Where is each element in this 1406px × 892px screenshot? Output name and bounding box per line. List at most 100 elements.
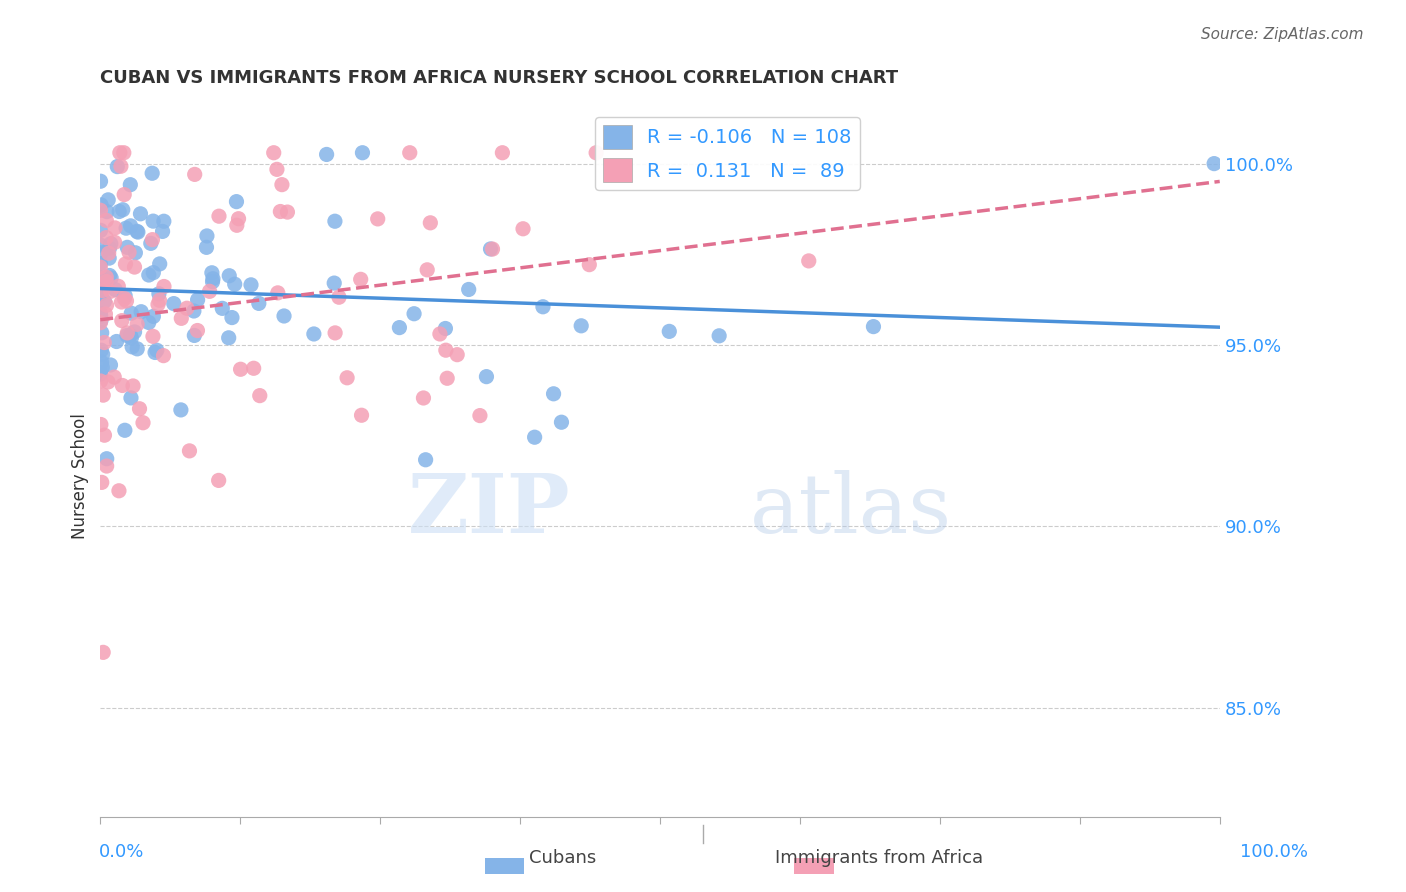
Point bbox=[114, 288, 136, 302]
Point bbox=[128, 401, 150, 416]
Point bbox=[142, 310, 165, 324]
Point bbox=[352, 145, 374, 160]
Point bbox=[183, 168, 205, 182]
Point bbox=[138, 316, 160, 330]
Point bbox=[148, 286, 170, 301]
Point bbox=[117, 326, 139, 340]
Point bbox=[120, 306, 142, 320]
Point bbox=[224, 277, 246, 292]
Point bbox=[263, 145, 285, 160]
Point bbox=[142, 329, 165, 343]
Point bbox=[479, 242, 502, 256]
Point bbox=[90, 343, 112, 358]
Point bbox=[93, 294, 115, 309]
Point bbox=[491, 145, 513, 160]
Point bbox=[90, 271, 112, 285]
Point bbox=[96, 204, 118, 219]
Point bbox=[115, 328, 138, 343]
Point bbox=[120, 178, 142, 192]
Point bbox=[129, 304, 152, 318]
Point bbox=[457, 283, 479, 297]
Point bbox=[91, 645, 114, 659]
Point bbox=[89, 287, 111, 301]
Point bbox=[127, 342, 149, 356]
Point bbox=[100, 358, 122, 372]
Point bbox=[388, 320, 411, 334]
Point bbox=[129, 207, 152, 221]
Point bbox=[100, 285, 122, 299]
Point bbox=[153, 279, 176, 293]
Text: CUBAN VS IMMIGRANTS FROM AFRICA NURSERY SCHOOL CORRELATION CHART: CUBAN VS IMMIGRANTS FROM AFRICA NURSERY … bbox=[100, 69, 898, 87]
Point bbox=[89, 238, 111, 252]
Point bbox=[98, 251, 121, 265]
Point bbox=[195, 229, 218, 244]
Point bbox=[302, 326, 325, 341]
Point bbox=[323, 214, 346, 228]
Point bbox=[104, 283, 127, 297]
Point bbox=[315, 147, 337, 161]
Point bbox=[170, 403, 193, 417]
Point bbox=[90, 355, 112, 369]
Point bbox=[108, 483, 131, 498]
Point bbox=[323, 326, 346, 340]
Point bbox=[96, 275, 118, 289]
Point bbox=[97, 193, 120, 207]
Point bbox=[91, 360, 114, 375]
Point bbox=[97, 246, 120, 260]
Point bbox=[267, 285, 290, 300]
Point bbox=[127, 225, 149, 239]
Point bbox=[143, 345, 166, 359]
Point bbox=[247, 296, 270, 310]
Point bbox=[94, 271, 117, 285]
Point bbox=[90, 198, 112, 212]
Point bbox=[195, 240, 218, 254]
Point bbox=[176, 301, 198, 316]
Text: 0.0%: 0.0% bbox=[98, 843, 143, 861]
Point bbox=[240, 277, 263, 292]
Point bbox=[121, 340, 143, 354]
Point bbox=[89, 366, 111, 380]
Point bbox=[96, 230, 118, 244]
Point bbox=[198, 285, 221, 299]
Point bbox=[578, 258, 600, 272]
Point bbox=[221, 310, 243, 325]
Point bbox=[148, 293, 170, 308]
Point bbox=[120, 331, 142, 345]
Point bbox=[201, 266, 224, 280]
Point bbox=[179, 443, 201, 458]
Point bbox=[429, 326, 451, 341]
Text: 100.0%: 100.0% bbox=[1240, 843, 1308, 861]
Point bbox=[186, 324, 208, 338]
Point bbox=[218, 268, 240, 283]
Point bbox=[89, 367, 111, 381]
Point bbox=[797, 253, 820, 268]
Point bbox=[90, 223, 112, 237]
Point bbox=[107, 279, 129, 293]
Point bbox=[862, 319, 884, 334]
Point bbox=[336, 371, 359, 385]
Point bbox=[225, 194, 247, 209]
Point bbox=[434, 321, 457, 335]
Point bbox=[141, 233, 163, 247]
Point bbox=[187, 293, 209, 307]
Point bbox=[120, 219, 142, 233]
Point bbox=[97, 375, 120, 389]
Point bbox=[112, 145, 135, 160]
Point bbox=[114, 423, 136, 437]
Point bbox=[350, 409, 373, 423]
Point bbox=[271, 178, 294, 192]
Point bbox=[163, 296, 186, 310]
Point bbox=[139, 236, 162, 251]
Point bbox=[142, 266, 165, 280]
Point bbox=[93, 335, 115, 350]
Point bbox=[531, 300, 554, 314]
Point bbox=[90, 309, 112, 323]
Point bbox=[90, 417, 112, 432]
Point bbox=[1204, 156, 1226, 170]
Point bbox=[412, 391, 434, 405]
Point bbox=[120, 328, 142, 343]
Point bbox=[114, 257, 136, 271]
Point bbox=[90, 245, 112, 260]
Point bbox=[585, 145, 607, 160]
Point bbox=[146, 297, 169, 311]
